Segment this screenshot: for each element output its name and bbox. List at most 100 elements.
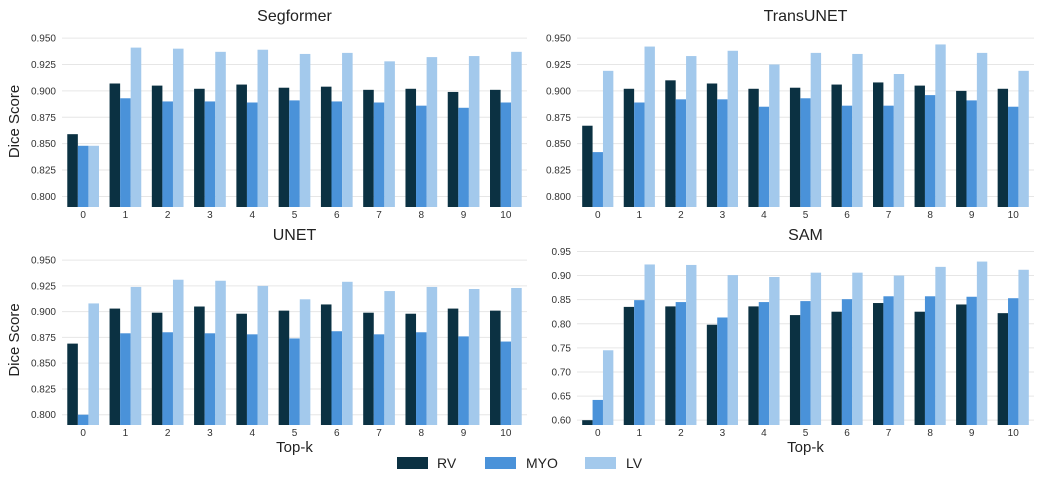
bar-myo-8 xyxy=(416,105,427,207)
bar-lv-2 xyxy=(686,264,697,425)
y-tick-label: 0.95 xyxy=(552,247,572,258)
y-tick-label: 0.925 xyxy=(546,60,571,71)
bar-myo-6 xyxy=(331,331,343,425)
y-tick-label: 0.90 xyxy=(552,271,572,282)
bar-rv-0 xyxy=(67,343,78,425)
x-tick-label: 4 xyxy=(249,428,255,439)
y-tick-label: 0.70 xyxy=(552,367,572,378)
bar-myo-7 xyxy=(883,105,894,207)
bar-rv-2 xyxy=(151,85,163,207)
bar-lv-1 xyxy=(130,47,142,207)
bar-myo-2 xyxy=(675,302,687,425)
y-tick-label: 0.875 xyxy=(31,113,56,124)
chart-title: Segformer xyxy=(257,8,332,25)
x-tick-label: 2 xyxy=(165,210,171,221)
bar-lv-2 xyxy=(172,279,184,425)
bar-rv-10 xyxy=(997,313,1009,425)
x-tick-label: 3 xyxy=(720,428,726,439)
y-tick-label: 0.825 xyxy=(31,384,56,395)
bar-myo-4 xyxy=(758,302,770,425)
bar-myo-1 xyxy=(120,98,131,207)
x-tick-label: 5 xyxy=(803,210,809,221)
y-tick-label: 0.900 xyxy=(31,307,56,318)
x-tick-label: 9 xyxy=(461,210,467,221)
x-tick-label: 0 xyxy=(595,428,601,439)
x-axis-title: Top-k xyxy=(787,439,824,456)
x-tick-label: 1 xyxy=(123,210,129,221)
bar-myo-2 xyxy=(162,332,173,425)
bar-myo-9 xyxy=(458,336,469,425)
bar-myo-3 xyxy=(717,317,728,425)
y-tick-label: 0.60 xyxy=(552,416,572,427)
bar-myo-7 xyxy=(373,102,385,207)
x-tick-label: 4 xyxy=(249,210,255,221)
bar-rv-5 xyxy=(789,315,801,425)
bar-myo-10 xyxy=(1008,106,1019,207)
bar-rv-3 xyxy=(706,83,718,207)
bar-myo-9 xyxy=(458,107,469,207)
bar-lv-1 xyxy=(644,264,655,425)
bar-myo-1 xyxy=(120,333,131,425)
x-tick-label: 3 xyxy=(720,210,726,221)
legend-swatch-rv xyxy=(397,457,428,469)
y-tick-label: 0.65 xyxy=(552,392,572,403)
bar-rv-9 xyxy=(447,91,459,207)
bar-lv-0 xyxy=(88,303,99,425)
bar-rv-5 xyxy=(278,87,290,207)
bar-lv-3 xyxy=(727,275,738,425)
x-tick-label: 2 xyxy=(678,210,684,221)
y-tick-label: 0.875 xyxy=(546,113,571,124)
bar-rv-1 xyxy=(623,306,635,425)
bar-rv-3 xyxy=(706,324,718,425)
y-tick-label: 0.900 xyxy=(31,86,56,97)
bar-rv-10 xyxy=(997,88,1009,207)
y-tick-label: 0.85 xyxy=(552,295,572,306)
x-tick-label: 6 xyxy=(844,210,850,221)
x-tick-label: 5 xyxy=(803,428,809,439)
chart-panel-transunet: 0.800 0.825 0.850 0.875 0.900 0.925 0.950 0 1 2 3 4… xyxy=(546,8,1034,221)
bar-rv-4 xyxy=(236,84,247,207)
bar-rv-0 xyxy=(582,420,593,425)
x-tick-label: 5 xyxy=(292,210,298,221)
bar-lv-5 xyxy=(810,272,822,425)
x-tick-label: 7 xyxy=(886,210,892,221)
x-tick-label: 8 xyxy=(419,428,425,439)
chart-panel-segformer: 0.800 0.825 0.850 0.875 0.900 0.925 0.950 0 1 2 3 4… xyxy=(6,8,527,221)
bar-lv-10 xyxy=(511,51,522,207)
chart-panel-unet: 0.800 0.825 0.850 0.875 0.900 0.925 0.950 0 1 2 3 4… xyxy=(6,227,527,456)
bar-rv-7 xyxy=(363,89,374,207)
bar-lv-6 xyxy=(852,53,863,207)
bar-lv-3 xyxy=(215,51,226,207)
bar-lv-2 xyxy=(686,56,697,208)
x-tick-label: 9 xyxy=(969,428,975,439)
y-tick-label: 0.825 xyxy=(31,166,56,177)
bar-lv-8 xyxy=(935,44,946,207)
bar-myo-9 xyxy=(966,296,977,425)
legend-label-lv: LV xyxy=(626,455,643,471)
bar-lv-7 xyxy=(893,275,905,425)
bar-myo-7 xyxy=(373,334,385,425)
bar-lv-6 xyxy=(342,52,353,207)
bar-myo-5 xyxy=(800,98,811,207)
bar-rv-0 xyxy=(582,125,593,207)
y-tick-label: 0.850 xyxy=(31,139,56,150)
bar-lv-9 xyxy=(468,289,480,425)
bar-lv-8 xyxy=(426,286,438,425)
bar-rv-2 xyxy=(151,312,163,425)
bar-myo-6 xyxy=(841,105,853,207)
bar-rv-6 xyxy=(831,84,842,207)
bar-rv-7 xyxy=(873,303,884,425)
bar-lv-9 xyxy=(468,56,480,208)
legend-label-rv: RV xyxy=(437,455,457,471)
bar-rv-6 xyxy=(320,304,332,425)
bar-myo-6 xyxy=(331,101,343,207)
bar-myo-9 xyxy=(966,100,977,207)
bar-rv-1 xyxy=(623,88,635,207)
bar-myo-1 xyxy=(634,102,645,207)
bar-myo-3 xyxy=(204,333,216,425)
x-tick-label: 7 xyxy=(886,428,892,439)
bar-myo-3 xyxy=(204,101,216,207)
bar-rv-9 xyxy=(447,308,459,425)
x-tick-label: 0 xyxy=(80,210,86,221)
